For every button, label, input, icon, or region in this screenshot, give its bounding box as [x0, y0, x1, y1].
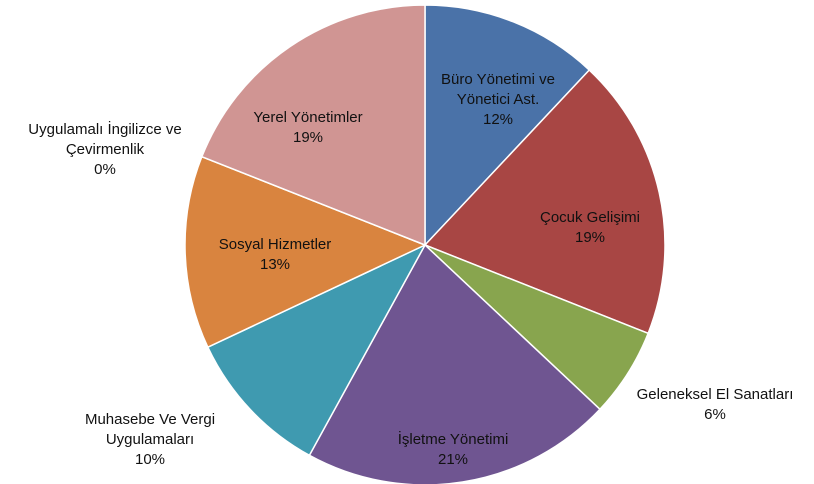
value-label: 19%	[292, 129, 324, 146]
value-label: 6%	[704, 406, 726, 423]
value-label: 21%	[437, 451, 469, 468]
pie-slice	[423, 68, 666, 335]
slice-label: İşletme Yönetimi 21%	[353, 430, 553, 470]
category-label: Sosyal Hizmetler	[218, 236, 332, 253]
pie-slice	[308, 243, 602, 484]
slice-label: Çocuk Gelişimi 19%	[515, 208, 665, 248]
value-label: 0%	[94, 161, 116, 178]
slice-label: Uygulamalı İngilizce ve Çevirmenlik 0%	[0, 120, 210, 180]
pie-slice	[184, 155, 427, 349]
category-label: İşletme Yönetimi	[397, 431, 509, 448]
slice-label: Sosyal Hizmetler 13%	[190, 235, 360, 275]
pie-slice	[206, 243, 427, 457]
pie-slice	[424, 4, 591, 247]
value-label: 10%	[134, 451, 166, 468]
slice-label: Geleneksel El Sanatları 6%	[615, 385, 814, 425]
slice-label: Muhasebe Ve Vergi Uygulamaları 10%	[65, 410, 235, 470]
pie-slice	[200, 4, 426, 247]
slice-label: Yerel Yönetimler 19%	[223, 108, 393, 148]
category-label: Geleneksel El Sanatları	[636, 386, 794, 403]
category-label: Çocuk Gelişimi	[539, 209, 641, 226]
slice-label: Büro Yönetimi ve Yönetici Ast. 12%	[423, 70, 573, 130]
category-label: Uygulamalı İngilizce ve Çevirmenlik	[28, 121, 182, 158]
value-label: 12%	[482, 111, 514, 128]
category-label: Yerel Yönetimler	[253, 109, 363, 126]
value-label: 19%	[574, 229, 606, 246]
category-label: Muhasebe Ve Vergi Uygulamaları	[84, 411, 216, 448]
category-label: Büro Yönetimi ve Yönetici Ast.	[441, 71, 555, 108]
value-label: 13%	[259, 256, 291, 273]
